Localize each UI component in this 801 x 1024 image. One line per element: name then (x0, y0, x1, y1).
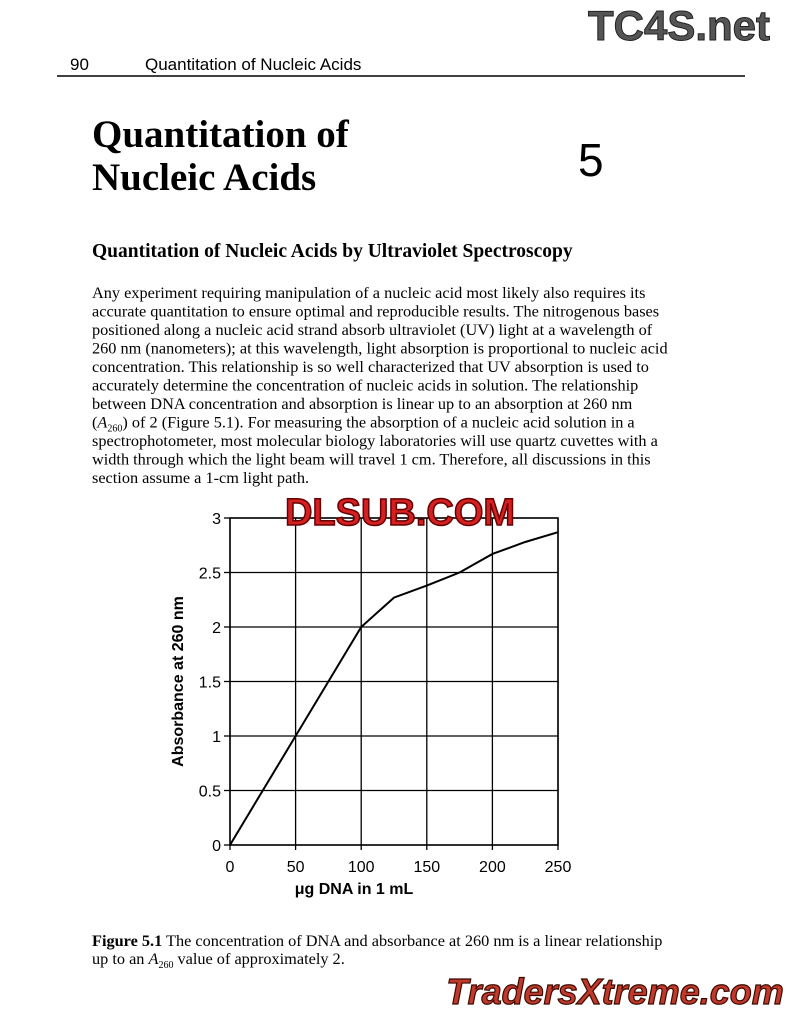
watermark: DLSUB.COM (285, 492, 515, 534)
caption-symbol: A (148, 949, 159, 968)
plot-frame (229, 517, 559, 846)
y-tick-label: 0 (212, 838, 221, 855)
y-tick-label: 0.5 (199, 784, 221, 801)
y-tick-label: 1 (212, 729, 221, 746)
body-line: width through which the light beam will … (92, 450, 651, 469)
body-line: section assume a 1-cm light path. (92, 468, 309, 487)
caption-text: The concentration of DNA and absorbance … (166, 931, 662, 950)
body-line: between DNA concentration and absorption… (92, 394, 633, 413)
body-line: positioned along a nucleic acid strand a… (92, 320, 653, 339)
y-tick-label: 2 (212, 620, 221, 637)
chapter-title: Quantitation of (92, 113, 350, 156)
body-line: accurate quantitation to ensure optimal … (92, 302, 659, 321)
body-subscript: 260 (107, 424, 122, 435)
body-text: ) of 2 (Figure 5.1). For measuring the a… (122, 413, 634, 432)
caption-subscript: 260 (158, 960, 173, 971)
y-tick-label: 1.5 (199, 675, 221, 692)
x-tick-label: 200 (479, 859, 506, 876)
x-tick-label: 50 (287, 859, 305, 876)
body-line: spectrophotometer, most molecular biolog… (92, 431, 658, 450)
x-axis-label: μg DNA in 1 mL (295, 881, 414, 898)
body-line: (A260) of 2 (Figure 5.1). For measuring … (92, 413, 635, 435)
body-line: concentration. This relationship is so w… (92, 357, 649, 376)
running-title: Quantitation of Nucleic Acids (145, 55, 361, 74)
caption: Figure 5.1 The concentration of DNA and … (92, 931, 662, 950)
y-tick-label: 3 (212, 511, 221, 528)
y-axis-label: Absorbance at 260 nm (170, 596, 187, 767)
caption-text: up to an (92, 949, 144, 968)
body-text: ( (92, 413, 97, 432)
chart: 0 0.5 1 1.5 2 2.5 3 0 50 100 150 200 250 μg DNA in 1 … (170, 511, 571, 898)
y-tick-label: 2.5 (199, 566, 221, 583)
x-tick-label: 100 (348, 859, 375, 876)
section-heading: Quantitation of Nucleic Acids by Ultravi… (92, 241, 573, 262)
x-tick-label: 150 (413, 859, 440, 876)
x-tick-label: 250 (545, 859, 572, 876)
body-line: Any experiment requiring manipulation of… (92, 283, 645, 302)
x-tick-label: 0 (226, 859, 235, 876)
chapter-number: 5 (578, 134, 604, 186)
watermark: TC4S.net (588, 2, 770, 49)
page-number: 90 (70, 55, 89, 74)
body-line: 260 nm (nanometers); at this wavelength,… (92, 339, 668, 358)
body-text: Any experiment requiring manipulation of… (92, 283, 668, 487)
watermark: TradersXtreme.com (446, 971, 784, 1012)
chapter-title: Nucleic Acids (92, 156, 316, 199)
caption-label: Figure 5.1 (92, 931, 162, 950)
body-symbol: A (96, 413, 107, 432)
data-line (229, 531, 559, 846)
caption-text: value of approximately 2. (177, 949, 344, 968)
body-line: accurately determine the concentration o… (92, 376, 638, 395)
caption: up to an A260 value of approximately 2. (92, 949, 345, 971)
